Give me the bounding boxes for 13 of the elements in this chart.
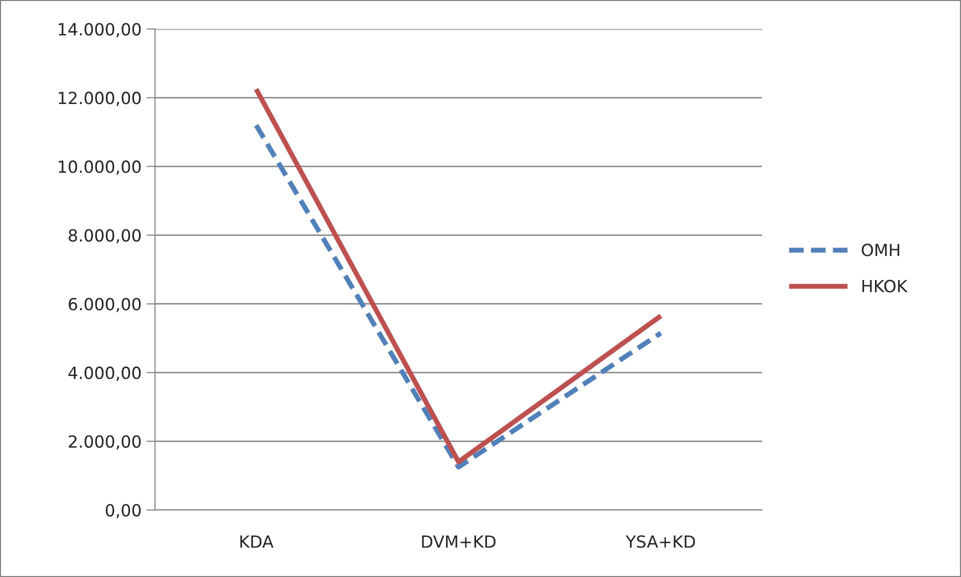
y-tick-label: 0,00 xyxy=(106,504,141,518)
y-tick-label: 12.000,00 xyxy=(58,92,141,106)
x-tick-label: DVM+KD xyxy=(422,536,496,548)
legend-label: OMH xyxy=(862,244,900,256)
y-tick-label: 8.000,00 xyxy=(68,229,141,244)
x-tick-label: YSA+KD xyxy=(626,535,695,548)
y-tick-label: 6.000,00 xyxy=(68,298,141,312)
legend-label: HKOK xyxy=(862,280,908,292)
y-tick-label: 2.000,00 xyxy=(68,435,141,450)
y-tick-label: 10.000,00 xyxy=(58,160,141,175)
x-tick-label: KDA xyxy=(240,536,274,548)
y-tick-label: 4.000,00 xyxy=(68,366,141,381)
y-tick-label: 14.000,00 xyxy=(58,22,141,38)
